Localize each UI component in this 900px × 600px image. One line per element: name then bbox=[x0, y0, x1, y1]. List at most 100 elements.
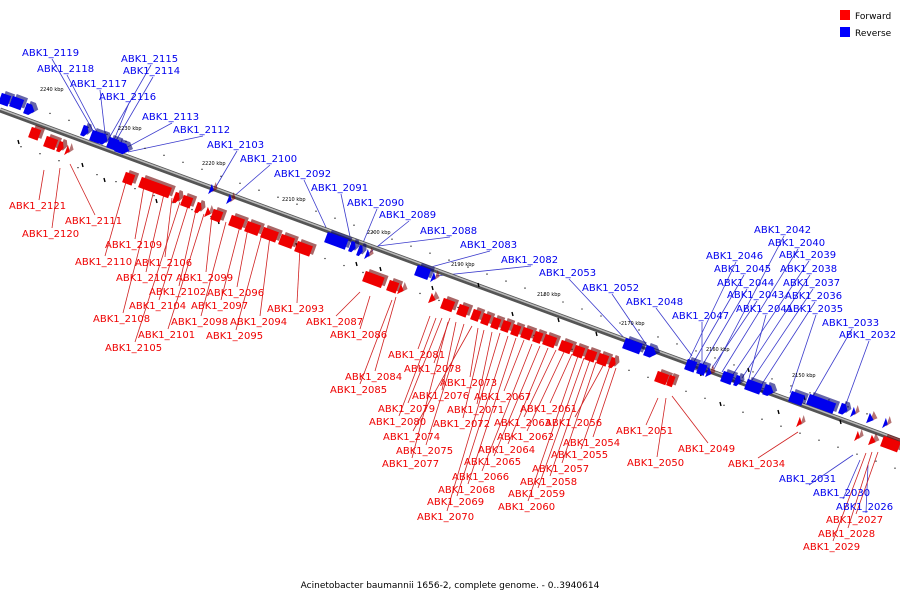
reverse-gene bbox=[705, 365, 716, 378]
leader-line bbox=[847, 451, 873, 529]
scale-tick-mark bbox=[595, 331, 598, 337]
lane-dot bbox=[638, 329, 640, 331]
forward-gene-label: ABK1_2107 bbox=[116, 273, 173, 284]
lane-dot bbox=[220, 175, 222, 177]
lane-dot bbox=[543, 294, 545, 296]
leader-line bbox=[527, 355, 579, 502]
forward-gene-label: ABK1_2065 bbox=[464, 457, 521, 468]
leader-line bbox=[655, 307, 693, 357]
forward-gene bbox=[278, 232, 299, 249]
lane-dot bbox=[733, 364, 735, 366]
leader-line bbox=[507, 347, 549, 445]
lane-dot bbox=[486, 273, 488, 275]
forward-gene bbox=[666, 373, 680, 388]
reverse-gene bbox=[9, 94, 29, 111]
leader-line bbox=[220, 225, 241, 301]
forward-gene bbox=[608, 355, 620, 369]
leader-line bbox=[751, 288, 814, 381]
forward-gene-label: ABK1_2106 bbox=[135, 258, 192, 269]
lane-dot bbox=[723, 404, 725, 406]
lane-dot bbox=[742, 411, 744, 413]
forward-gene bbox=[260, 225, 283, 243]
forward-gene-label: ABK1_2085 bbox=[330, 385, 387, 396]
forward-gene-label: ABK1_2062 bbox=[497, 432, 554, 443]
lane-dot bbox=[657, 336, 659, 338]
leader-line bbox=[134, 201, 181, 343]
lane-dot bbox=[239, 182, 241, 184]
lane-dot bbox=[448, 259, 450, 261]
lane-dot bbox=[866, 413, 868, 415]
reverse-gene bbox=[684, 357, 702, 373]
forward-gene-label: ABK1_2057 bbox=[532, 464, 589, 475]
lane-dot bbox=[419, 292, 421, 295]
forward-gene bbox=[428, 291, 440, 304]
forward-gene-label: ABK1_2102 bbox=[149, 287, 206, 298]
leader-line bbox=[303, 179, 331, 237]
lane-dot bbox=[761, 418, 763, 420]
leader-line bbox=[523, 349, 557, 418]
forward-gene bbox=[228, 213, 249, 230]
lane-dot bbox=[647, 376, 649, 379]
leader-line bbox=[761, 301, 816, 385]
lane-dot bbox=[49, 112, 51, 115]
forward-gene-label: ABK1_2075 bbox=[396, 446, 453, 457]
forward-gene-label: ABK1_2120 bbox=[22, 229, 79, 240]
forward-gene-label: ABK1_2029 bbox=[803, 542, 860, 553]
forward-gene-label: ABK1_2099 bbox=[176, 273, 233, 284]
reverse-gene bbox=[744, 377, 767, 395]
reverse-gene-label: ABK1_2031 bbox=[779, 474, 836, 485]
leader-line bbox=[503, 339, 525, 392]
forward-gene-label: ABK1_2076 bbox=[412, 391, 469, 402]
reverse-gene-label: ABK1_2053 bbox=[539, 268, 596, 279]
leader-line bbox=[721, 248, 799, 373]
scale-tick-mark bbox=[839, 419, 842, 425]
leader-line bbox=[359, 295, 371, 330]
forward-gene bbox=[194, 200, 206, 214]
forward-gene-label: ABK1_2060 bbox=[498, 502, 555, 513]
lane-dot bbox=[277, 196, 279, 198]
legend-forward-swatch bbox=[840, 10, 850, 20]
forward-gene-label: ABK1_2063 bbox=[494, 418, 551, 429]
leader-line bbox=[481, 343, 533, 472]
leader-line bbox=[493, 345, 541, 457]
reverse-gene-label: ABK1_2118 bbox=[37, 64, 94, 75]
leader-line bbox=[38, 169, 45, 201]
forward-gene bbox=[397, 282, 408, 295]
reverse-gene-label: ABK1_2114 bbox=[123, 66, 180, 77]
forward-gene bbox=[596, 351, 614, 367]
scale-tick-mark bbox=[777, 409, 780, 415]
forward-gene bbox=[880, 434, 900, 453]
forward-gene-label: ABK1_2067 bbox=[474, 392, 531, 403]
forward-gene-label: ABK1_2058 bbox=[520, 477, 577, 488]
legend: Forward Reverse bbox=[840, 10, 892, 39]
reverse-gene bbox=[838, 401, 852, 415]
forward-gene-label: ABK1_2073 bbox=[440, 378, 497, 389]
lane-dot bbox=[334, 217, 336, 219]
scale-tick-mark bbox=[17, 139, 20, 145]
forward-gene-label: ABK1_2093 bbox=[267, 304, 324, 315]
lane-dot bbox=[58, 159, 60, 162]
forward-gene bbox=[56, 139, 68, 153]
scale-tick-mark bbox=[103, 177, 106, 183]
lane-dot bbox=[790, 385, 792, 387]
scale-tick-mark bbox=[477, 282, 480, 288]
leader-line bbox=[476, 331, 493, 405]
reverse-gene-label: ABK1_2026 bbox=[836, 502, 893, 513]
leader-line bbox=[671, 395, 709, 444]
forward-gene-label: ABK1_2034 bbox=[728, 459, 785, 470]
map-caption: Acinetobacter baumannii 1656-2, complete… bbox=[301, 581, 600, 591]
leader-line bbox=[417, 315, 431, 350]
scale-tick-mark bbox=[557, 317, 560, 323]
lane-dot bbox=[875, 460, 877, 462]
leader-line bbox=[865, 464, 869, 514]
reverse-gene bbox=[643, 343, 661, 358]
leader-line bbox=[645, 397, 659, 426]
reverse-gene bbox=[226, 192, 236, 205]
leader-line bbox=[231, 164, 271, 199]
forward-gene-label: ABK1_2105 bbox=[105, 343, 162, 354]
reverse-gene bbox=[414, 263, 435, 280]
leader-line bbox=[467, 337, 517, 485]
leader-line bbox=[611, 293, 651, 351]
forward-gene-label: ABK1_2080 bbox=[369, 417, 426, 428]
forward-gene-label: ABK1_2051 bbox=[616, 426, 673, 437]
